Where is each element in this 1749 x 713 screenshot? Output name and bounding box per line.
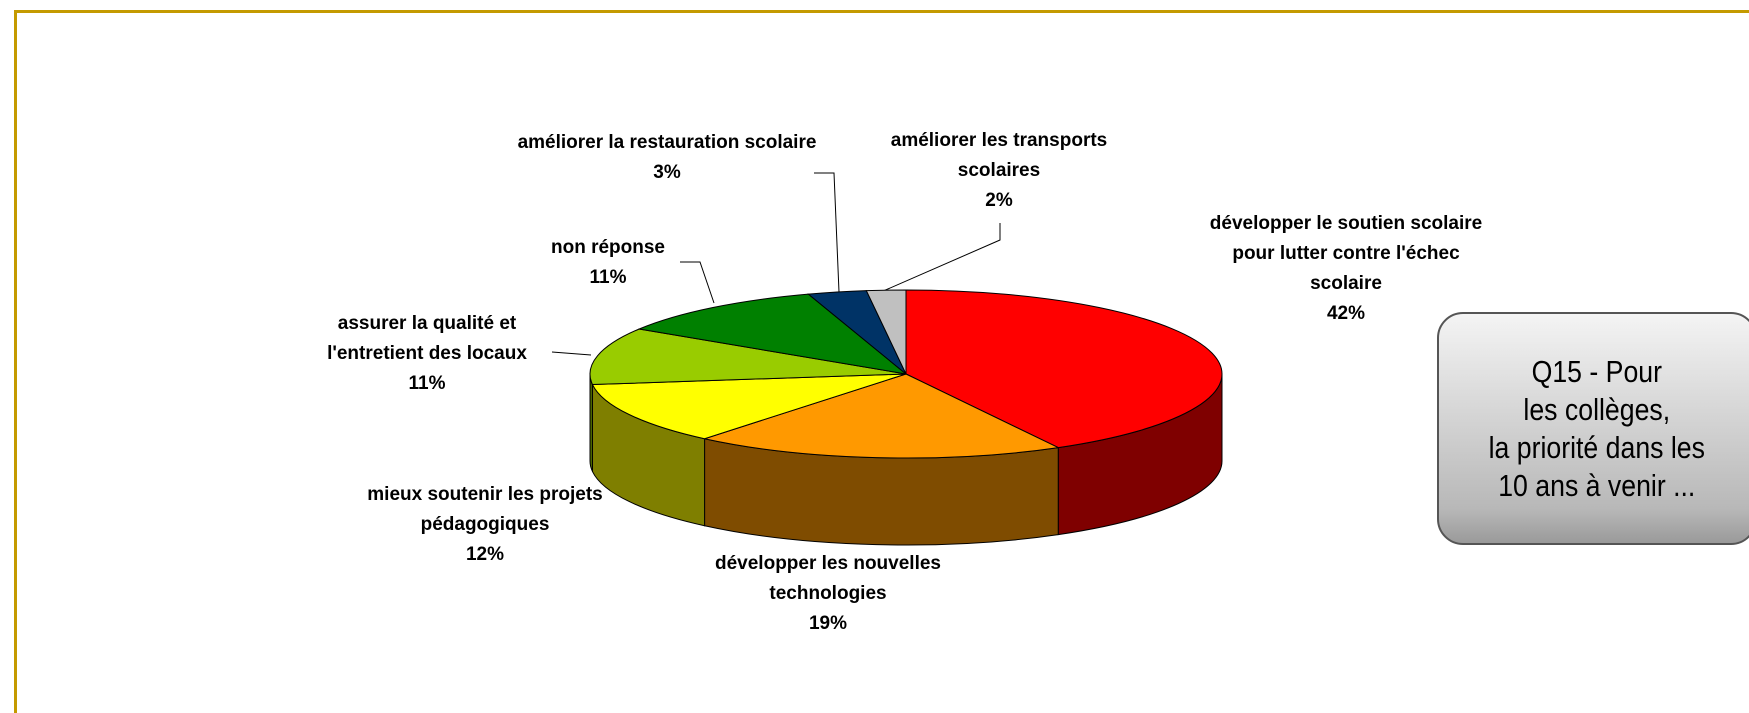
page: {"chart_data": { "type": "pie", "title":… [14,10,1749,713]
pie-sides [589,373,1223,546]
value-label: 19% [808,613,848,634]
pie-slice [905,289,1223,449]
category-label: assurer la qualité et l'entretient des l… [327,313,527,364]
slice-label: non réponse 11% [508,233,708,293]
slice-label: mieux soutenir les projets pédagogiques 1… [350,480,620,570]
pie-slice [591,373,907,440]
callout-box: Q15 - Pour les collèges, la priorité dan… [1437,312,1749,545]
slice-label: assurer la qualité et l'entretient des l… [292,309,562,399]
value-label: 12% [465,544,505,565]
pie-slice [637,293,908,375]
pie-tops [589,289,1223,459]
leader-line [551,351,592,356]
slice-label: développer le soutien scolaire pour lutt… [1201,209,1491,329]
slice-label: développer les nouvelles technologies 19% [683,549,973,639]
pie-slice [865,289,907,375]
value-label: 3% [653,162,681,183]
leader-line [814,172,840,293]
value-label: 11% [408,373,446,394]
category-label: développer le soutien scolaire pour lutt… [1209,213,1483,294]
pie-slice [589,328,907,386]
category-label: développer les nouvelles technologies [715,553,941,604]
category-label: mieux soutenir les projets pédagogiques [367,484,603,535]
leader-line [880,223,1001,293]
frame [14,10,1749,713]
pie-slice [702,373,1060,459]
chart [551,172,1223,546]
leader-line [680,261,715,304]
value-label: 42% [1326,303,1366,324]
slice-label: améliorer les transports scolaires 2% [849,126,1149,216]
chart-title: Q15 - Pour les collèges, la priorité dan… [1488,353,1706,503]
category-label: non réponse [550,237,665,258]
value-label: 2% [985,190,1013,211]
value-label: 11% [589,267,627,288]
slice-label: améliorer la restauration scolaire 3% [517,128,817,188]
category-label: améliorer les transports scolaires [890,130,1108,181]
pie-side [589,373,593,472]
category-label: améliorer la restauration scolaire [517,132,817,153]
